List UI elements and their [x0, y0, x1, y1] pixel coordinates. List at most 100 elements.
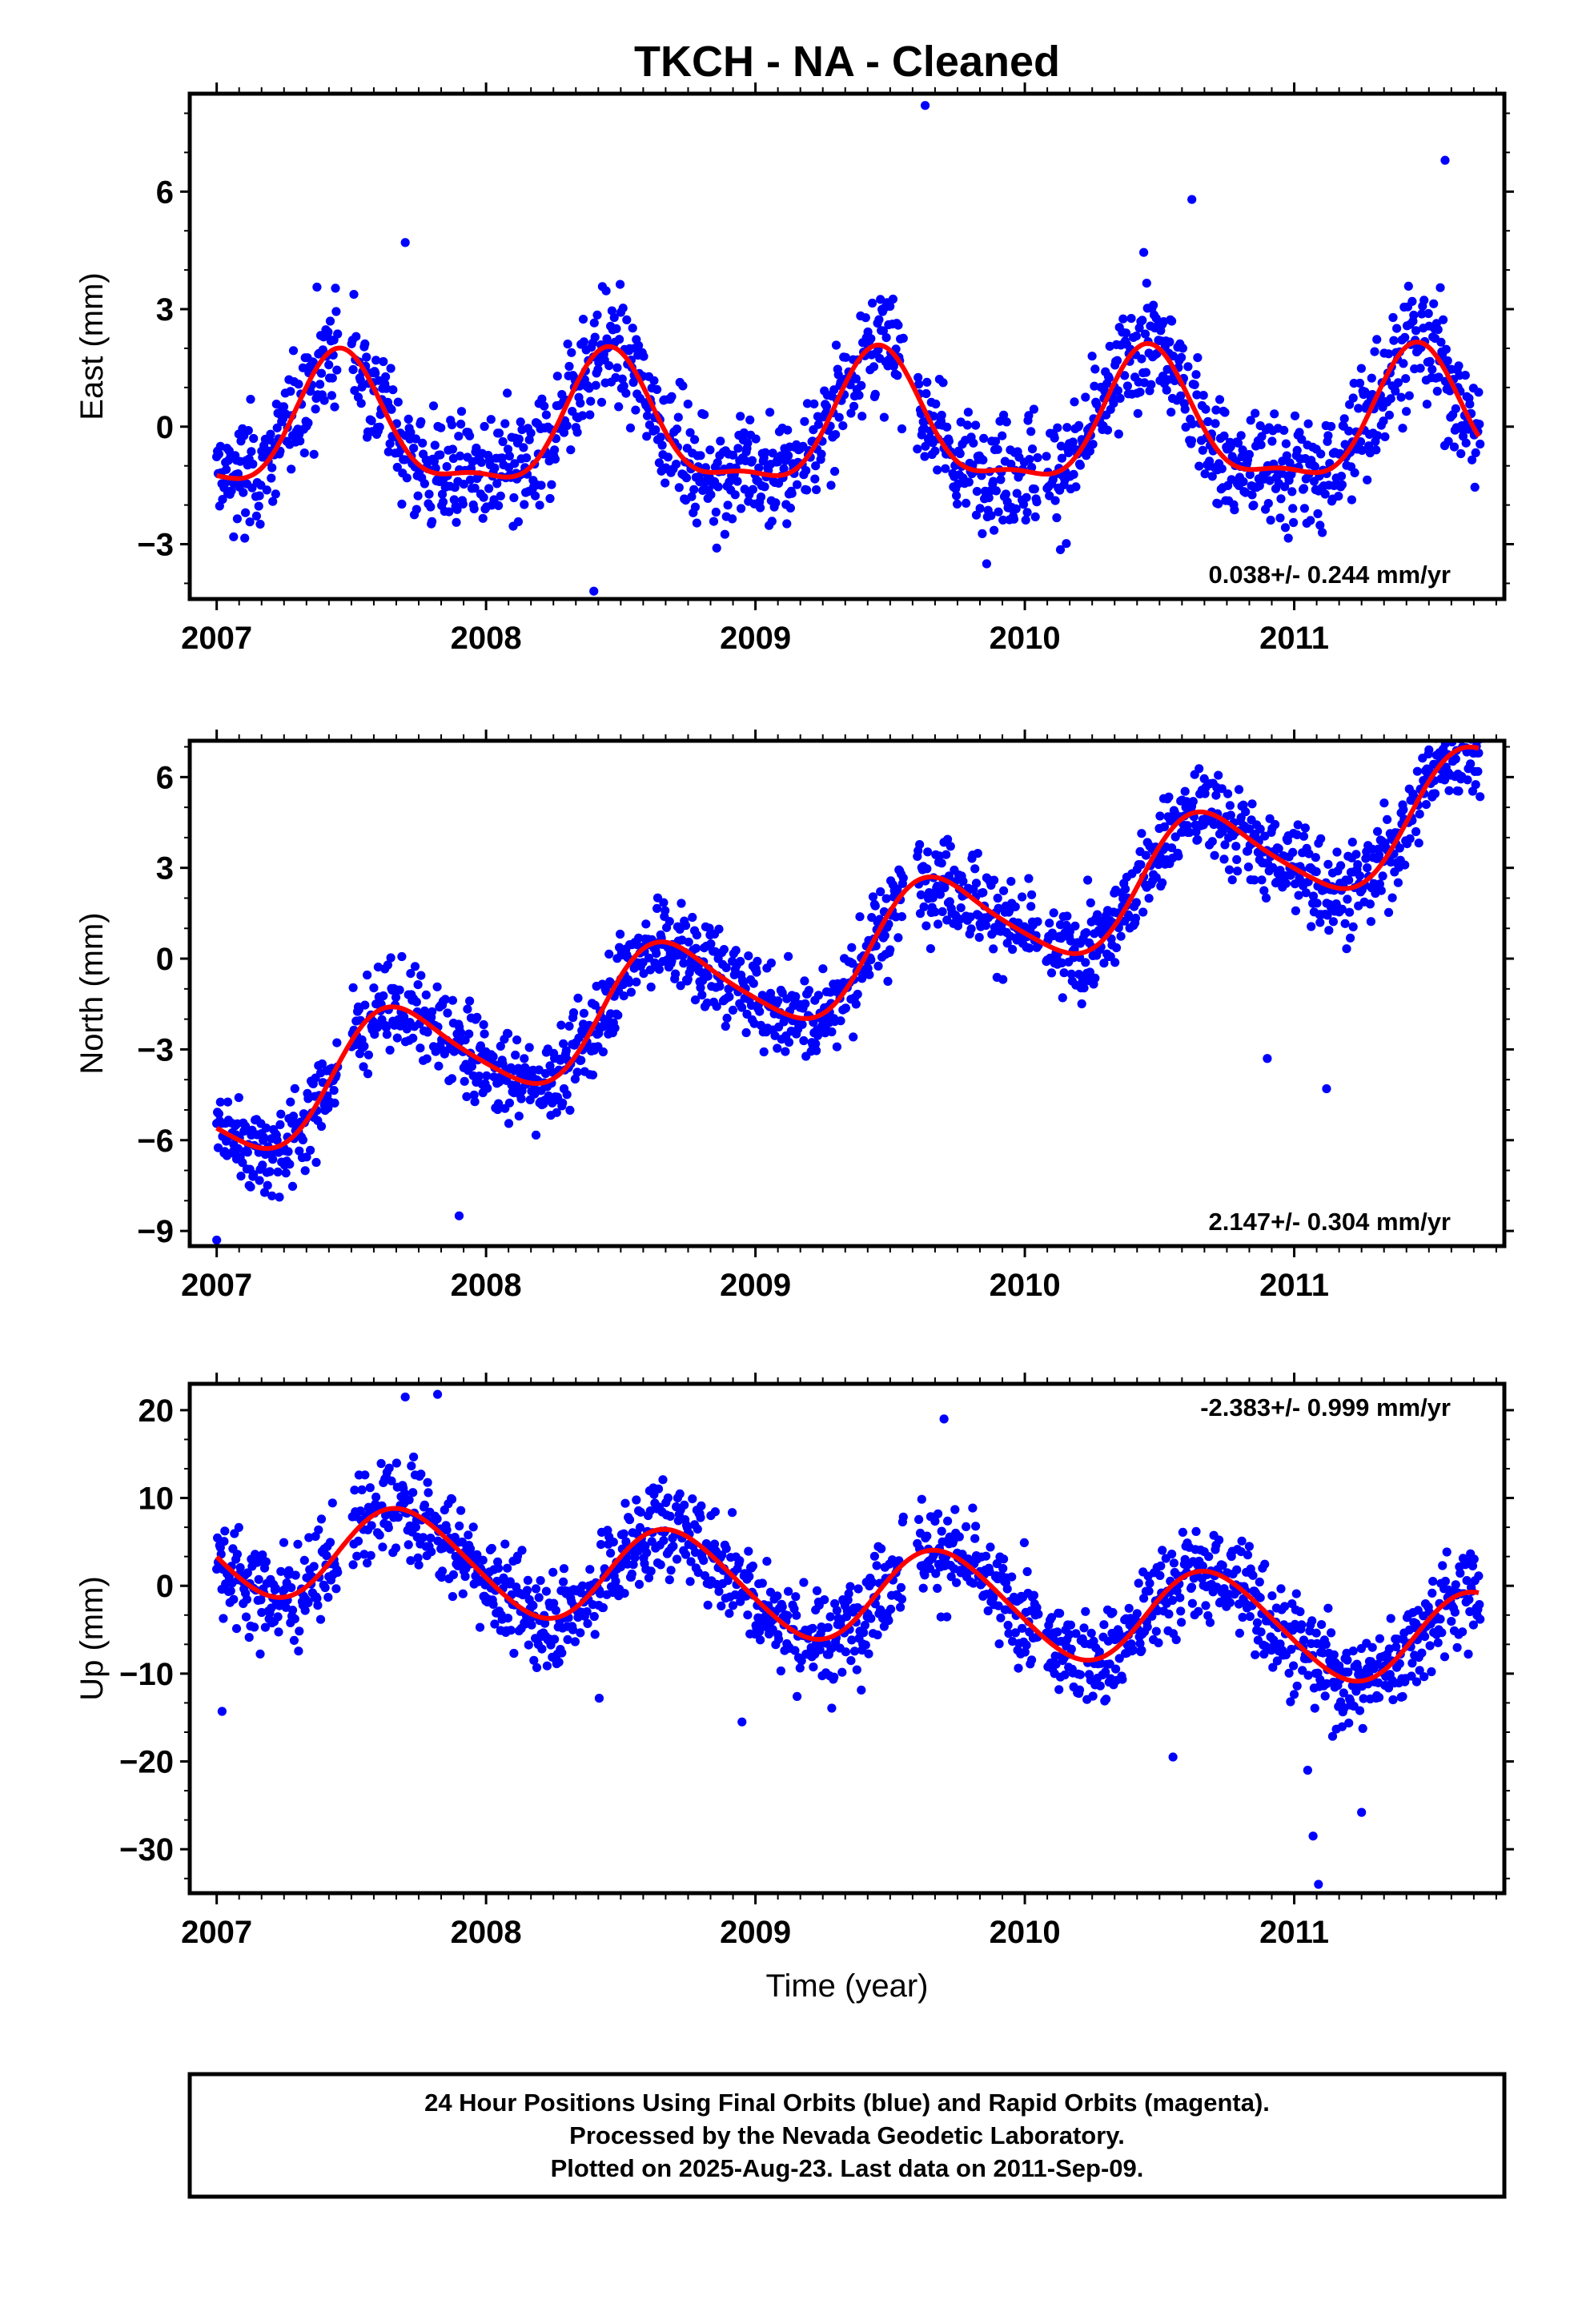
data-point	[621, 1537, 631, 1546]
data-point	[1470, 482, 1480, 493]
data-point	[1470, 722, 1479, 731]
data-point	[1142, 1622, 1152, 1632]
data-point	[348, 364, 358, 375]
data-point	[983, 1606, 993, 1616]
data-point	[990, 875, 999, 885]
data-point	[1124, 912, 1134, 922]
data-point	[1077, 999, 1086, 1009]
data-point	[717, 1550, 727, 1560]
data-point	[1292, 445, 1302, 456]
data-point	[536, 480, 546, 490]
data-point	[881, 894, 891, 903]
data-point	[634, 340, 644, 351]
data-point	[937, 1526, 946, 1536]
data-point	[938, 907, 947, 916]
data-point	[944, 871, 954, 881]
data-point	[302, 1152, 311, 1162]
data-point	[1379, 416, 1388, 426]
data-point	[290, 1084, 299, 1093]
data-point	[865, 970, 874, 979]
data-point	[1454, 361, 1464, 371]
data-point	[274, 1627, 283, 1637]
data-point	[834, 412, 844, 422]
data-point	[1158, 878, 1167, 887]
data-point	[596, 1589, 605, 1598]
data-point	[256, 480, 266, 490]
data-point	[1444, 786, 1454, 795]
data-point	[979, 433, 989, 444]
data-point	[810, 474, 820, 484]
data-point	[494, 1099, 504, 1108]
data-point	[287, 464, 296, 474]
data-point	[1474, 388, 1484, 397]
data-point	[1018, 1623, 1027, 1633]
data-point	[938, 378, 948, 388]
data-point	[868, 1578, 877, 1587]
data-point	[1205, 456, 1215, 466]
data-point	[1090, 973, 1100, 983]
data-point	[1339, 1688, 1348, 1698]
data-point	[982, 559, 991, 569]
data-point	[458, 1589, 468, 1598]
data-point	[841, 1003, 850, 1013]
data-point	[1351, 1687, 1361, 1696]
data-point	[1232, 1565, 1242, 1574]
data-point	[542, 1661, 552, 1671]
data-point	[443, 1008, 452, 1018]
data-point	[722, 1013, 732, 1023]
data-point	[1006, 877, 1016, 887]
data-point	[986, 1542, 995, 1552]
data-point	[799, 1035, 809, 1046]
data-point	[400, 455, 410, 464]
data-point	[1090, 364, 1100, 374]
data-point	[683, 400, 693, 409]
data-point	[391, 1543, 401, 1553]
data-point	[249, 1170, 259, 1180]
data-point	[801, 466, 811, 476]
data-point	[217, 1707, 227, 1716]
data-point	[289, 1635, 299, 1645]
data-point	[628, 324, 637, 333]
data-point	[517, 1546, 527, 1555]
data-point	[1339, 414, 1349, 424]
data-point	[1246, 416, 1255, 425]
data-point	[1177, 1618, 1186, 1627]
data-point	[381, 384, 391, 393]
data-point	[1022, 493, 1031, 502]
data-point	[1291, 1589, 1301, 1598]
data-point	[311, 1157, 321, 1168]
data-point	[1045, 919, 1054, 928]
data-point	[416, 1470, 426, 1479]
plot-frame	[187, 738, 1507, 1248]
data-point	[1312, 899, 1322, 908]
data-point	[408, 1452, 419, 1462]
x-tick-label: 2010	[990, 1268, 1061, 1303]
data-point	[827, 1027, 837, 1037]
data-point	[1289, 1661, 1299, 1671]
data-point	[384, 1463, 394, 1473]
data-point	[1121, 328, 1131, 338]
data-point	[1260, 1559, 1270, 1569]
data-point	[1317, 1620, 1327, 1630]
data-point	[937, 858, 946, 868]
data-point	[422, 1054, 432, 1063]
data-point	[661, 478, 670, 488]
data-point	[1398, 424, 1407, 433]
data-point	[267, 463, 277, 472]
x-tick-label: 2011	[1259, 621, 1329, 656]
data-point	[710, 947, 721, 956]
data-point	[386, 953, 396, 963]
data-point	[413, 491, 423, 501]
data-point	[247, 447, 256, 456]
data-point	[257, 1607, 267, 1618]
data-point	[1373, 431, 1383, 440]
data-point	[1290, 411, 1300, 420]
data-point	[658, 1475, 668, 1485]
data-point	[1151, 1626, 1161, 1636]
data-point	[1154, 1638, 1163, 1647]
data-point	[1003, 1620, 1013, 1630]
data-point	[773, 1043, 782, 1053]
data-point	[761, 448, 770, 457]
data-point	[787, 489, 797, 498]
data-point	[484, 484, 494, 493]
